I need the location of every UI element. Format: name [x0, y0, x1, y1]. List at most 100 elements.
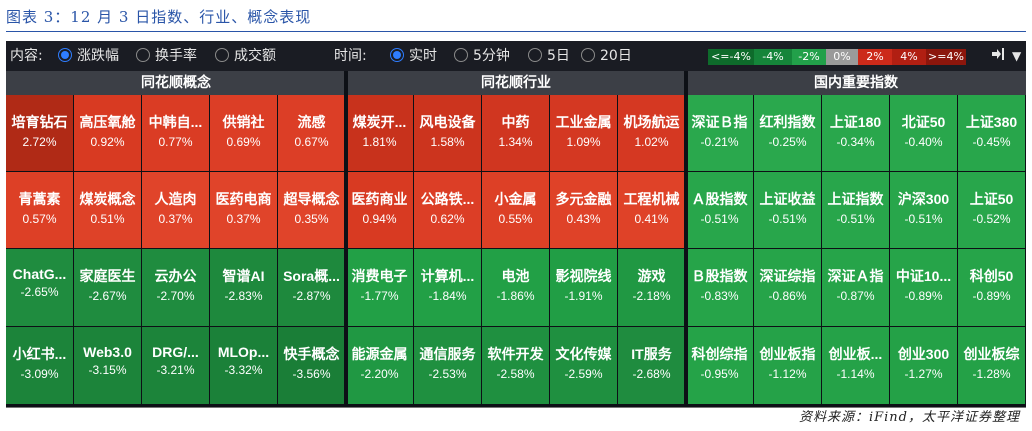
heatmap-cell[interactable]: Web3.0 -3.15% [74, 327, 142, 405]
heatmap-cell[interactable]: 工程机械 0.41% [618, 172, 686, 249]
heatmap-cell[interactable]: 北证50 -0.40% [890, 95, 958, 172]
heatmap-cell[interactable]: IT服务 -2.68% [618, 327, 686, 405]
heatmap-cell[interactable]: 青蒿素 0.57% [6, 172, 74, 249]
cell-change: 1.02% [634, 135, 669, 149]
dropdown-arrow-icon[interactable]: ▼ [1012, 49, 1022, 63]
heatmap-cell[interactable]: 高压氧舱 0.92% [74, 95, 142, 172]
time-option-label: 5日 [547, 48, 570, 64]
cell-name: 医药商业 [351, 191, 408, 207]
content-option-change[interactable]: 涨跌幅 [58, 41, 119, 71]
cell-name: Sora概... [283, 268, 340, 284]
heatmap-cell[interactable]: 影视院线 -1.91% [550, 249, 618, 327]
heatmap-cell[interactable]: 云办公 -2.70% [142, 249, 210, 327]
heatmap-cell[interactable]: 创业300 -1.27% [890, 327, 958, 405]
heatmap-cell[interactable]: 中药 1.34% [482, 95, 550, 172]
heatmap-cell[interactable]: 计算机... -1.84% [414, 249, 482, 327]
cell-name: 创业板指 [759, 346, 816, 362]
heatmap-cell[interactable]: 风电设备 1.58% [414, 95, 482, 172]
heatmap-cell[interactable]: 家庭医生 -2.67% [74, 249, 142, 327]
heatmap-cell[interactable]: ChatG... -2.65% [6, 249, 74, 327]
time-label: 时间: [334, 48, 367, 64]
heatmap-cell[interactable]: 煤炭概念 0.51% [74, 172, 142, 249]
heatmap-cell[interactable]: 软件开发 -2.58% [482, 327, 550, 405]
export-icon[interactable] [992, 41, 1006, 71]
cell-change: -3.56% [292, 367, 331, 381]
heatmap-cell[interactable]: 培育钻石 2.72% [6, 95, 74, 172]
cell-change: -0.52% [972, 212, 1011, 226]
heatmap-cell[interactable]: 上证50 -0.52% [958, 172, 1026, 249]
time-option-5day[interactable]: 5日 [528, 41, 570, 71]
heatmap-cell[interactable]: 医药电商 0.37% [210, 172, 278, 249]
heatmap-cell[interactable]: 深证Ｂ指 -0.21% [686, 95, 754, 172]
content-option-turnover[interactable]: 换手率 [136, 41, 197, 71]
heatmap-cell[interactable]: MLOp... -3.32% [210, 327, 278, 405]
cell-change: -0.95% [700, 367, 739, 381]
heatmap-cell[interactable]: 上证指数 -0.51% [822, 172, 890, 249]
heatmap-cell[interactable]: 上证380 -0.45% [958, 95, 1026, 172]
heatmap-cell[interactable]: 科创50 -0.89% [958, 249, 1026, 327]
cell-change: -3.32% [224, 363, 263, 377]
heatmap-cell[interactable]: 工业金属 1.09% [550, 95, 618, 172]
cell-name: 青蒿素 [18, 191, 61, 207]
heatmap-cell[interactable]: 红利指数 -0.25% [754, 95, 822, 172]
content-option-volume[interactable]: 成交额 [215, 41, 276, 71]
time-option-5min[interactable]: 5分钟 [454, 41, 510, 71]
cell-name: Ｂ股指数 [691, 268, 748, 284]
heatmap-cell[interactable]: 深证Ａ指 -0.87% [822, 249, 890, 327]
heatmap-cell[interactable]: 上证180 -0.34% [822, 95, 890, 172]
cell-name: 人造肉 [154, 191, 197, 207]
time-option-20day[interactable]: 20日 [581, 41, 632, 71]
cell-name: 能源金属 [351, 346, 408, 362]
heatmap-cell[interactable]: Ａ股指数 -0.51% [686, 172, 754, 249]
heatmap-cell[interactable]: 通信服务 -2.53% [414, 327, 482, 405]
heatmap-cell[interactable]: 沪深300 -0.51% [890, 172, 958, 249]
heatmap-cell[interactable]: 电池 -1.86% [482, 249, 550, 327]
cell-change: -1.84% [428, 289, 467, 303]
heatmap-cell[interactable]: 消费电子 -1.77% [346, 249, 414, 327]
cell-change: 0.41% [634, 212, 669, 226]
heatmap-cell[interactable]: 人造肉 0.37% [142, 172, 210, 249]
heatmap-cell[interactable]: 创业板... -1.14% [822, 327, 890, 405]
heatmap-cell[interactable]: 上证收益 -0.51% [754, 172, 822, 249]
heatmap-cell[interactable]: 文化传媒 -2.59% [550, 327, 618, 405]
heatmap-cell[interactable]: Ｂ股指数 -0.83% [686, 249, 754, 327]
heatmap-cell[interactable]: 机场航运 1.02% [618, 95, 686, 172]
cell-change: -0.25% [768, 135, 807, 149]
heatmap-cell[interactable]: 中韩自... 0.77% [142, 95, 210, 172]
heatmap-cell[interactable]: 创业板指 -1.12% [754, 327, 822, 405]
cell-change: 0.55% [498, 212, 533, 226]
heatmap-cell[interactable]: 流感 0.67% [278, 95, 346, 172]
time-option-realtime[interactable]: 实时 [390, 41, 437, 71]
heatmap-cell[interactable]: 公路铁... 0.62% [414, 172, 482, 249]
heatmap-cell[interactable]: 深证综指 -0.86% [754, 249, 822, 327]
heatmap-cell[interactable]: 小金属 0.55% [482, 172, 550, 249]
heatmap-cell[interactable]: 医药商业 0.94% [346, 172, 414, 249]
cell-name: 云办公 [154, 268, 197, 284]
heatmap-cell[interactable]: 供销社 0.69% [210, 95, 278, 172]
heatmap-cell[interactable]: DRG/... -3.21% [142, 327, 210, 405]
cell-name: 软件开发 [487, 346, 544, 362]
heatmap-cell[interactable]: 煤炭开... 1.81% [346, 95, 414, 172]
heatmap-cell[interactable]: 游戏 -2.18% [618, 249, 686, 327]
cell-change: -2.58% [496, 367, 535, 381]
heatmap-cell[interactable]: 能源金属 -2.20% [346, 327, 414, 405]
cell-name: 北证50 [901, 114, 946, 130]
cell-name: MLOp... [217, 344, 270, 360]
heatmap-cell[interactable]: 小红书... -3.09% [6, 327, 74, 405]
heatmap-cell[interactable]: 智谱AI -2.83% [210, 249, 278, 327]
cell-change: -0.51% [836, 212, 875, 226]
content-option-label: 成交额 [234, 48, 276, 64]
heatmap-cell[interactable]: 快手概念 -3.56% [278, 327, 346, 405]
heatmap-cell[interactable]: 创业板综 -1.28% [958, 327, 1026, 405]
cell-change: -2.70% [156, 289, 195, 303]
time-option-label: 实时 [409, 48, 437, 64]
legend-chip: 0% [826, 49, 858, 65]
heatmap-cell[interactable]: 多元金融 0.43% [550, 172, 618, 249]
heatmap-cell[interactable]: 科创综指 -0.95% [686, 327, 754, 405]
heatmap-cell[interactable]: Sora概... -2.87% [278, 249, 346, 327]
cell-change: 1.58% [430, 135, 465, 149]
figure-title: 图表 3：12 月 3 日指数、行业、概念表现 [6, 8, 312, 26]
heatmap-cell[interactable]: 中证10... -0.89% [890, 249, 958, 327]
cell-change: 0.35% [294, 212, 329, 226]
heatmap-cell[interactable]: 超导概念 0.35% [278, 172, 346, 249]
